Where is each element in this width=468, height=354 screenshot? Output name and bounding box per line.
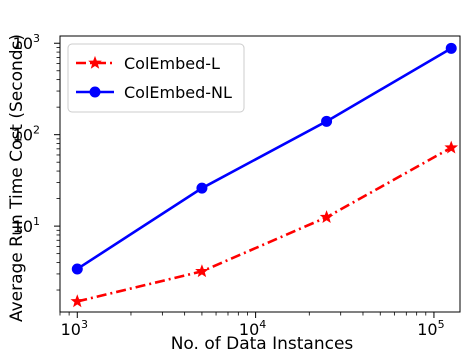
x-tick-label: 105 — [417, 318, 444, 339]
y-tick-label: 103 — [13, 32, 40, 53]
legend-box — [67, 43, 245, 113]
data-point — [195, 264, 209, 278]
series-2 — [71, 42, 457, 275]
series-line — [76, 146, 452, 303]
x-tick-label: 103 — [61, 318, 88, 339]
data-point — [196, 182, 208, 194]
legend-label: ColEmbed-L — [124, 54, 220, 73]
series-line — [76, 47, 452, 271]
data-point — [445, 42, 457, 54]
data-point — [319, 210, 334, 224]
x-tick-label: 104 — [239, 318, 266, 339]
legend-marker — [88, 55, 102, 69]
series-1 — [70, 140, 459, 308]
axes-layer: 103 104 105 101 102 103 — [13, 32, 461, 339]
y-tick-label: 101 — [13, 215, 40, 236]
data-point — [444, 140, 459, 154]
series-layer — [70, 42, 459, 308]
data-point — [70, 294, 85, 308]
data-point — [71, 263, 83, 275]
data-point — [321, 115, 333, 127]
plot-frame — [59, 35, 461, 313]
legend-label: ColEmbed-NL — [124, 83, 232, 102]
legend-entry: ColEmbed-L — [76, 54, 220, 73]
legend-entry: ColEmbed-NL — [76, 83, 232, 102]
y-axis-label: Average Run Time Cost (Seconds) — [7, 34, 27, 322]
y-tick-label: 102 — [13, 124, 40, 145]
legend-marker — [89, 86, 101, 98]
legend: ColEmbed-L ColEmbed-NL — [67, 43, 245, 113]
x-axis-label: No. of Data Instances — [171, 334, 354, 354]
